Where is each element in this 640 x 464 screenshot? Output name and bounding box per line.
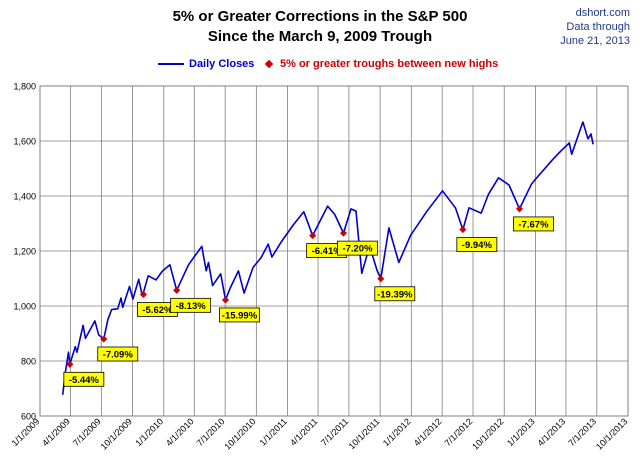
trough-label-box [63, 371, 105, 387]
trough-label: -6.41% [312, 246, 343, 257]
chart-title-line2: Since the March 9, 2009 Trough [207, 28, 433, 45]
x-tick-label: 7/1/2011 [319, 416, 350, 447]
trough-label: -8.13% [176, 301, 207, 312]
trough-label: -7.67% [518, 219, 549, 230]
series-daily-closes-line [61, 121, 594, 395]
trough-marker [139, 290, 147, 298]
data-through-label: Data through [566, 21, 630, 33]
trough-marker [173, 286, 181, 294]
x-tick-label: 7/1/2010 [195, 416, 227, 448]
trough-label: -5.62% [142, 305, 173, 316]
legend-line-swatch [158, 63, 184, 66]
trough-label: -15.99% [222, 310, 258, 321]
trough-layer: -5.44%-7.09%-5.62% -8.13%-15.99%-6.41% -7.… [63, 205, 554, 387]
y-tick-label: 1,400 [13, 192, 36, 202]
y-tick-label: 1,600 [13, 137, 36, 147]
data-through-date: June 21, 2013 [560, 35, 630, 47]
x-tick-label: 10/1/2010 [222, 416, 257, 451]
x-tick-label: 4/1/2009 [40, 416, 72, 448]
trough-marker [515, 205, 524, 213]
trough-marker [309, 232, 317, 240]
x-tick-label: 4/1/2010 [164, 416, 196, 448]
x-tick-label: 7/1/2013 [566, 416, 598, 448]
trough-label: -9.94% [462, 240, 493, 251]
trough-marker [459, 226, 467, 234]
y-tick-label: 1,000 [13, 302, 36, 312]
trough-marker [221, 296, 230, 304]
trough-label: -5.44% [69, 375, 100, 386]
trough-marker [377, 275, 385, 283]
trough-label-box [170, 297, 212, 313]
x-tick-label: 10/1/2009 [99, 416, 134, 451]
trough-label: -7.20% [342, 244, 373, 255]
x-tick-label: 4/1/2011 [288, 416, 319, 447]
source-name: dshort.com [575, 7, 630, 19]
legend-troughs-label: 5% or greater troughs between new highs [280, 58, 499, 70]
x-tick-label: 4/1/2013 [536, 416, 568, 448]
x-tick-label: 7/1/2012 [443, 416, 475, 448]
trough-label: -19.39% [377, 289, 413, 300]
x-tick-label: 1/1/2011 [258, 416, 289, 447]
x-tick-label: 10/1/2012 [470, 416, 505, 451]
trough-marker [66, 360, 74, 368]
x-tick-label: 7/1/2009 [71, 416, 103, 448]
legend-troughs: 5% or greater troughs between new highs [264, 58, 499, 70]
trough-label-box [374, 286, 416, 302]
x-tick-label: 1/1/2012 [381, 416, 413, 448]
y-tick-label: 1,800 [13, 82, 36, 92]
legend-daily-closes: Daily Closes [158, 58, 254, 70]
x-tick-label: 10/1/2013 [594, 416, 629, 451]
trough-label: -7.09% [103, 350, 134, 361]
trough-marker [100, 335, 108, 343]
trough-marker [339, 229, 348, 237]
y-tick-label: 600 [21, 412, 36, 422]
y-tick-label: 800 [21, 357, 36, 367]
trough-label-box [456, 237, 498, 252]
x-tick-label: 1/1/2013 [505, 416, 537, 448]
trough-label-box [97, 346, 139, 362]
source-block: dshort.com Data through June 21, 2013 [560, 6, 630, 48]
line-layer [61, 121, 594, 395]
x-tick-label: 4/1/2012 [412, 416, 444, 448]
y-tick-label: 1,200 [13, 247, 36, 257]
x-tick-label: 10/1/2011 [347, 416, 382, 451]
trough-label-box [513, 216, 554, 232]
chart-title-line1: 5% or Greater Corrections in the S&P 500 [172, 8, 468, 25]
legend-daily-closes-label: Daily Closes [189, 58, 255, 70]
trough-label-box [337, 240, 378, 256]
x-tick-label: 1/1/2010 [133, 416, 165, 448]
trough-label-box [219, 307, 260, 323]
